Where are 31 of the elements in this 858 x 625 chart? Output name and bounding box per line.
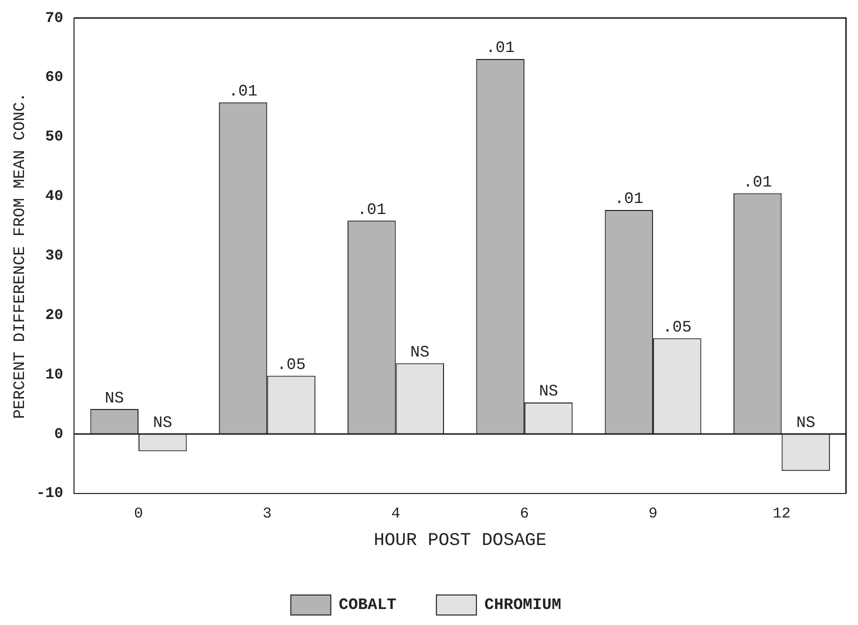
annotation: NS	[410, 343, 430, 362]
x-tick-label: 0	[134, 505, 144, 522]
y-tick-label: 0	[54, 426, 64, 443]
y-tick-label: 30	[45, 247, 64, 264]
annotation: NS	[538, 382, 558, 401]
x-tick-label: 12	[772, 505, 791, 522]
x-tick-label: 3	[262, 505, 272, 522]
x-tick-label: 4	[391, 505, 400, 522]
y-tick-label: 70	[45, 10, 64, 27]
annotation: .01	[486, 39, 515, 58]
y-tick-label: 50	[45, 128, 64, 146]
annotation: .05	[276, 356, 306, 374]
x-tick-label: 6	[520, 505, 529, 522]
y-tick-label: 20	[45, 306, 64, 324]
annotation: NS	[104, 389, 124, 408]
annotation: .01	[614, 190, 644, 208]
legend-label: CHROMIUM	[484, 596, 562, 614]
annotation: .05	[662, 318, 692, 337]
annotation: .01	[228, 82, 258, 101]
legend-label: COBALT	[338, 596, 397, 614]
y-tick-label: 40	[45, 188, 64, 206]
y-axis-title: PERCENT DIFFERENCE FROM MEAN CONC.	[10, 92, 29, 419]
annotation: .01	[357, 200, 386, 219]
annotation: NS	[153, 414, 172, 432]
x-tick-label: 9	[648, 505, 658, 522]
y-tick-label: 60	[45, 69, 64, 86]
annotation: NS	[796, 414, 816, 432]
y-tick-label: 10	[45, 366, 64, 384]
x-axis-title: HOUR POST DOSAGE	[374, 530, 547, 551]
annotation: .01	[743, 174, 772, 192]
y-tick-label: -10	[36, 485, 64, 502]
